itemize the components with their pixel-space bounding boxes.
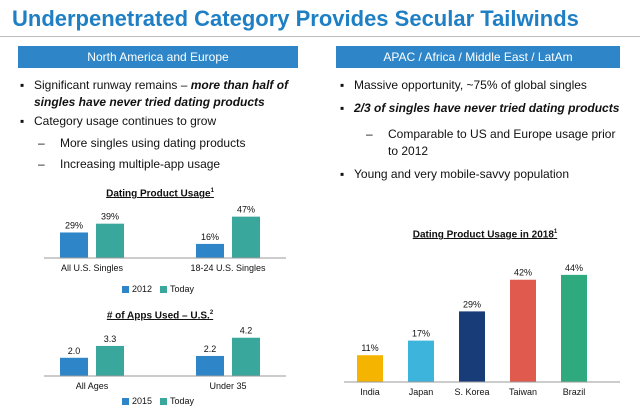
- chart1-bar-today-1: [232, 216, 260, 258]
- right-subbullet-comparable-line2: to 2012: [388, 144, 429, 158]
- chart1-bar-today-0: [96, 223, 124, 258]
- chart3-bar-3: [510, 279, 536, 382]
- left-subbullet-multi-app: – Increasing multiple-app usage: [38, 156, 318, 173]
- chart3-data-label: 42%: [514, 268, 532, 278]
- chart2-title-text: # of Apps Used – U.S.: [106, 310, 210, 322]
- left-bullet-runway: ▪ Significant runway remains – more than…: [20, 77, 320, 111]
- chart2-bar-today-1: [232, 337, 260, 376]
- chart1-data-label: 29%: [65, 220, 83, 230]
- dash-marker: –: [38, 157, 45, 171]
- chart1-title-text: Dating Product Usage: [106, 188, 211, 200]
- chart2-title: # of Apps Used – U.S.2: [60, 310, 260, 321]
- chart3-usage-2018: 11% India 17% Japan 29% S. Korea 42% Taiwan 44% B…: [344, 263, 620, 397]
- chart3-bar-2: [459, 311, 485, 382]
- chart2-bar-today-0: [96, 345, 124, 376]
- chart3-title-footnote: 1: [553, 229, 558, 235]
- right-subbullet-comparable: – Comparable to US and Europe usage prio…: [366, 126, 636, 160]
- left-bullet-runway-text: Significant runway remains –: [34, 78, 191, 92]
- chart3-data-label: 11%: [361, 343, 378, 353]
- left-bullet-runway-emphasis-1: more than half of: [190, 78, 289, 92]
- right-bullet-never-tried: ▪ 2/3 of singles have never tried dating…: [340, 100, 640, 117]
- legend-label: Today: [170, 284, 195, 294]
- chart1-title: Dating Product Usage1: [60, 188, 260, 199]
- right-bullet-never-tried-text: 2/3 of singles have never tried dating p…: [354, 101, 620, 115]
- bullet-marker: ▪: [20, 114, 25, 128]
- chart2-title-footnote: 2: [209, 310, 214, 316]
- chart3-data-label: 17%: [412, 329, 430, 339]
- chart3-title: Dating Product Usage in 20181: [375, 229, 595, 240]
- page-title: Underpenetrated Category Provides Secula…: [12, 6, 579, 31]
- chart3-category-label: Japan: [409, 387, 434, 397]
- chart3-title-text: Dating Product Usage in 2018: [412, 229, 554, 241]
- chart2-data-label: 2.0: [68, 346, 81, 356]
- bullet-marker: ▪: [340, 167, 345, 181]
- right-bullet-mobile: ▪ Young and very mobile-savvy population: [340, 166, 640, 183]
- legend-swatch: [160, 285, 168, 293]
- chart2-data-label: 3.3: [104, 334, 117, 344]
- left-panel-header: North America and Europe: [18, 46, 298, 68]
- legend-swatch: [122, 397, 129, 405]
- bullet-marker: ▪: [20, 78, 25, 92]
- right-bullet-mobile-text: Young and very mobile-savvy population: [354, 167, 570, 181]
- chart3-category-label: Brazil: [563, 387, 586, 397]
- chart1-bar-2012-1: [196, 243, 224, 258]
- right-bullet-opportunity: ▪ Massive opportunity, ~75% of global si…: [340, 77, 640, 94]
- chart3-bar-0: [357, 355, 383, 382]
- left-bullet-runway-emphasis-2: singles have never tried dating products: [34, 95, 265, 109]
- chart2-data-label: 2.2: [204, 344, 217, 354]
- left-bullet-usage-text: Category usage continues to grow: [34, 114, 217, 128]
- chart1-data-label: 39%: [101, 212, 119, 222]
- legend-swatch: [160, 397, 168, 405]
- left-bullet-usage: ▪ Category usage continues to grow: [20, 113, 320, 130]
- chart1-legend: 2012 Today: [122, 284, 202, 294]
- chart1-category-label: 18-24 U.S. Singles: [190, 263, 266, 273]
- bullet-marker: ▪: [340, 78, 345, 92]
- chart2-bar-2015-1: [196, 355, 224, 376]
- chart1-usage: 29% 39% All U.S. Singles 16% 47% 18-24 U.S. S…: [44, 205, 286, 273]
- chart3-category-label: S. Korea: [454, 387, 489, 397]
- dash-marker: –: [38, 136, 45, 150]
- chart2-legend: 2015 Today: [122, 396, 202, 406]
- right-panel-header: APAC / Africa / Middle East / LatAm: [336, 46, 620, 68]
- title-divider: [0, 36, 640, 37]
- chart3-category-label: Taiwan: [509, 387, 537, 397]
- right-bullet-opportunity-text: Massive opportunity, ~75% of global sing…: [354, 78, 587, 92]
- legend-swatch: [122, 285, 129, 293]
- chart1-data-label: 16%: [201, 232, 219, 242]
- chart1-bar-2012-0: [60, 232, 88, 258]
- right-subbullet-comparable-line1: Comparable to US and Europe usage prior: [388, 127, 616, 141]
- chart3-bar-1: [408, 340, 434, 382]
- left-subbullet-more-singles: – More singles using dating products: [38, 135, 318, 152]
- bullet-marker: ▪: [340, 101, 345, 115]
- chart1-legend-item: 2012: [122, 284, 152, 294]
- chart2-category-label: All Ages: [76, 381, 109, 391]
- chart3-data-label: 29%: [463, 299, 481, 309]
- chart1-category-label: All U.S. Singles: [61, 263, 124, 273]
- chart1-data-label: 47%: [237, 205, 255, 215]
- chart2-category-label: Under 35: [209, 381, 246, 391]
- chart2-bar-2015-0: [60, 357, 88, 376]
- chart2-legend-item: 2015: [122, 396, 152, 406]
- chart3-category-label: India: [360, 387, 380, 397]
- dash-marker: –: [366, 127, 373, 141]
- chart1-title-footnote: 1: [210, 188, 214, 194]
- chart2-data-label: 4.2: [240, 326, 253, 336]
- left-subbullet-multi-app-text: Increasing multiple-app usage: [60, 157, 221, 171]
- left-subbullet-more-singles-text: More singles using dating products: [60, 136, 246, 150]
- chart3-bar-4: [561, 274, 587, 382]
- chart2-apps-used: 2.0 3.3 All Ages 2.2 4.2 Under 35: [44, 326, 286, 391]
- legend-label: 2012: [132, 284, 153, 294]
- chart2-legend-item: Today: [160, 396, 194, 406]
- chart1-legend-item: Today: [160, 284, 194, 294]
- chart3-data-label: 44%: [565, 263, 583, 273]
- legend-label: 2015: [132, 396, 153, 406]
- legend-label: Today: [170, 396, 195, 406]
